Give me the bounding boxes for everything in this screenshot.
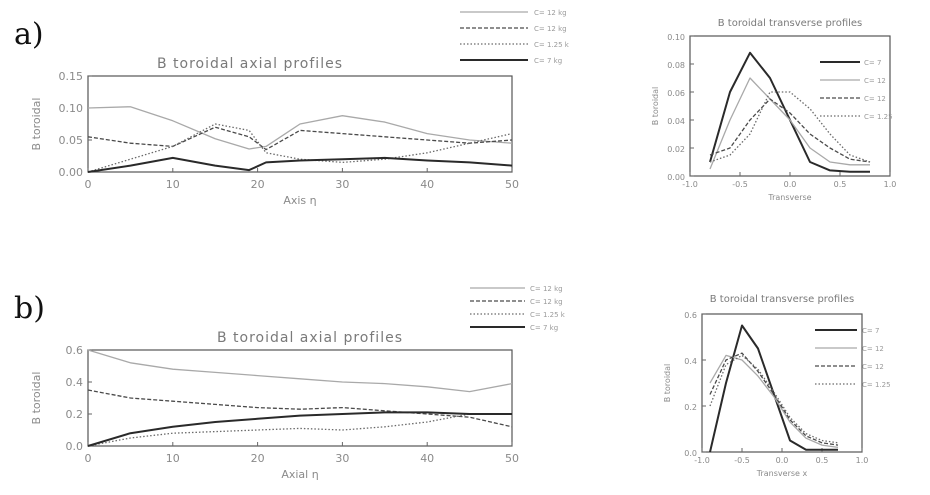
legend: C= 7 C= 12 C= 12 C= 1.25: [815, 327, 891, 389]
legend-label: C= 7 kg: [530, 324, 558, 332]
y-tick-label: 0.2: [684, 403, 697, 412]
x-tick-label: 0.0: [776, 456, 789, 465]
series-line-1: [87, 349, 513, 393]
series-line-2: [87, 389, 513, 428]
series-line-3: [709, 98, 871, 163]
series-line-2: [709, 354, 839, 449]
x-tick-label: 50: [505, 452, 519, 465]
y-tick-label: 0.00: [59, 166, 84, 179]
series-line-2: [87, 126, 513, 151]
chart-b-transverse: B toroidal transverse profiles -1.0 -0.5 0.…: [663, 294, 891, 478]
chart-b-axial: B toroidal axial profiles 0 10 20 30 40 50 0.0 0…: [30, 285, 566, 481]
chart-title: B toroidal axial profiles: [217, 330, 403, 346]
chart-a-transverse: B toroidal transverse profiles -1.0 -0.5 0.…: [651, 18, 896, 202]
panel-a-label: a): [14, 17, 44, 52]
y-tick-label: 0.06: [667, 89, 685, 98]
legend-label: C= 12: [864, 95, 886, 103]
x-tick-label: 10: [166, 452, 180, 465]
plot-frame: [689, 35, 891, 177]
x-axis-label: Axial η: [281, 468, 318, 481]
legend-label: C= 12 kg: [530, 298, 563, 306]
x-tick-label: -1.0: [694, 456, 710, 465]
x-tick-label: 0.5: [834, 180, 847, 189]
legend-label: C= 7: [862, 327, 879, 335]
x-axis-label: Transverse x: [756, 469, 808, 478]
plot-frame: [87, 75, 513, 173]
x-tick-label: 0: [85, 452, 92, 465]
legend-label: C= 12 kg: [534, 25, 567, 33]
y-tick-label: 0.4: [66, 376, 84, 389]
legend-label: C= 12 kg: [534, 9, 567, 17]
series-line-4: [709, 91, 871, 163]
series-line-1: [87, 106, 513, 150]
y-axis-label: B toroidal: [30, 372, 43, 425]
x-tick-label: 0.5: [816, 456, 829, 465]
legend-label: C= 12 kg: [530, 285, 563, 293]
legend-label: C= 12: [862, 345, 884, 353]
y-tick-label: 0.0: [66, 440, 84, 453]
legend-label: C= 1.25 k: [530, 311, 566, 319]
legend-label: C= 1.25: [862, 381, 891, 389]
y-tick-label: 0.4: [684, 357, 697, 366]
y-axis-label: B toroidal: [651, 87, 660, 126]
y-axis-label: B toroidal: [663, 364, 672, 403]
x-tick-label: 30: [335, 178, 349, 191]
legend: C= 7 C= 12 C= 12 C= 1.25: [820, 59, 893, 121]
x-tick-label: 0.0: [784, 180, 797, 189]
y-axis-label: B toroidal: [30, 98, 43, 151]
legend: C= 12 kg C= 12 kg C= 1.25 k C= 7 kg: [470, 285, 566, 332]
series-line-4: [87, 156, 513, 173]
y-tick-label: 0.10: [667, 33, 685, 42]
plot-frame: [87, 349, 513, 447]
x-tick-label: -0.5: [734, 456, 750, 465]
x-tick-label: -0.5: [732, 180, 748, 189]
legend-label: C= 1.25 k: [534, 41, 570, 49]
series-line-3: [709, 352, 839, 446]
y-tick-label: 0.10: [59, 102, 84, 115]
y-tick-label: 0.2: [66, 408, 84, 421]
x-tick-label: 40: [420, 452, 434, 465]
legend-label: C= 12: [864, 77, 886, 85]
y-tick-label: 0.02: [667, 145, 685, 154]
legend: C= 12 kg C= 12 kg C= 1.25 k C= 7 kg: [460, 9, 570, 65]
series-line-3: [87, 123, 513, 173]
x-tick-label: 20: [251, 178, 265, 191]
x-tick-label: 30: [335, 452, 349, 465]
x-tick-label: -1.0: [682, 180, 698, 189]
legend-label: C= 7 kg: [534, 57, 562, 65]
series-line-4: [87, 411, 512, 447]
chart-title: B toroidal transverse profiles: [718, 18, 863, 29]
legend-label: C= 7: [864, 59, 881, 67]
y-tick-label: 0.0: [684, 449, 697, 458]
chart-title: B toroidal transverse profiles: [710, 294, 855, 305]
series-line-2: [709, 77, 870, 170]
y-tick-label: 0.00: [667, 173, 685, 182]
y-tick-label: 0.08: [667, 61, 685, 70]
legend-label: C= 1.25: [864, 113, 893, 121]
chart-a-axial: B toroidal axial profiles 0 10 20 30 40 50 0.00…: [30, 9, 570, 207]
y-tick-label: 0.05: [59, 134, 84, 147]
chart-title: B toroidal axial profiles: [157, 56, 343, 72]
x-tick-label: 1.0: [884, 180, 897, 189]
series-line-4: [709, 354, 839, 444]
x-axis-label: Axis η: [283, 194, 316, 207]
x-tick-label: 1.0: [856, 456, 869, 465]
x-tick-label: 10: [166, 178, 180, 191]
x-tick-label: 20: [251, 452, 265, 465]
y-tick-label: 0.6: [684, 311, 697, 320]
y-tick-label: 0.04: [667, 117, 685, 126]
x-tick-label: 50: [505, 178, 519, 191]
y-tick-label: 0.15: [59, 70, 84, 83]
y-tick-label: 0.6: [66, 344, 84, 357]
x-axis-label: Transverse: [767, 193, 811, 202]
x-tick-label: 0: [85, 178, 92, 191]
panel-b-label: b): [14, 291, 45, 326]
legend-label: C= 12: [862, 363, 884, 371]
x-tick-label: 40: [420, 178, 434, 191]
series-line-1: [709, 324, 838, 453]
